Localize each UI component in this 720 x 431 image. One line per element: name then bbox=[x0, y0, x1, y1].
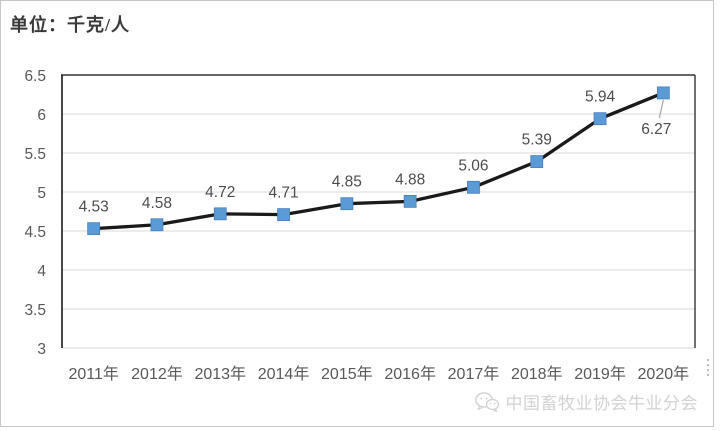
x-tick-label: 2016年 bbox=[384, 365, 436, 383]
data-marker bbox=[467, 180, 480, 194]
data-label: 4.88 bbox=[395, 171, 425, 188]
data-marker bbox=[656, 86, 670, 100]
x-tick-label: 2020年 bbox=[638, 365, 690, 383]
data-marker bbox=[340, 197, 354, 211]
watermark: 中国畜牧业协会牛业分会 bbox=[474, 389, 699, 414]
y-tick-label: 6 bbox=[37, 107, 46, 124]
x-tick-label: 2014年 bbox=[258, 365, 310, 383]
data-marker bbox=[403, 194, 417, 208]
x-tick-label: 2013年 bbox=[194, 365, 246, 383]
label-leader-line bbox=[658, 99, 664, 119]
x-tick-label: 2015年 bbox=[321, 365, 373, 383]
data-marker bbox=[87, 222, 101, 236]
unit-label: 单位：千克/人 bbox=[10, 15, 131, 35]
y-tick-label: 6.5 bbox=[24, 68, 46, 85]
x-tick-label: 2012年 bbox=[131, 365, 183, 383]
data-label: 4.85 bbox=[332, 174, 362, 191]
data-label: 5.39 bbox=[522, 132, 552, 149]
data-marker bbox=[277, 208, 290, 222]
x-tick-label: 2017年 bbox=[448, 365, 500, 383]
x-tick-label: 2019年 bbox=[574, 365, 626, 383]
data-marker bbox=[150, 218, 164, 232]
y-tick-label: 5.5 bbox=[24, 146, 46, 163]
data-marker bbox=[593, 112, 607, 126]
x-tick-label: 2018年 bbox=[511, 365, 563, 383]
y-tick-label: 3.5 bbox=[24, 302, 46, 319]
y-tick-label: 5 bbox=[37, 185, 46, 202]
data-label: 4.58 bbox=[142, 195, 172, 212]
y-tick-label: 4.5 bbox=[24, 224, 46, 241]
data-marker bbox=[530, 155, 544, 168]
data-label: 4.71 bbox=[268, 185, 298, 202]
data-label: 6.27 bbox=[641, 121, 671, 138]
wechat-icon bbox=[474, 391, 500, 413]
data-line bbox=[92, 91, 665, 231]
x-tick-label: 2011年 bbox=[68, 365, 118, 383]
y-tick-label: 4 bbox=[37, 263, 46, 280]
data-marker bbox=[213, 207, 227, 221]
right-edge-artifact bbox=[707, 359, 709, 377]
y-tick-label: 3 bbox=[37, 341, 46, 358]
watermark-text: 中国畜牧业协会牛业分会 bbox=[505, 394, 698, 413]
data-label: 5.06 bbox=[458, 157, 488, 174]
data-label: 4.53 bbox=[79, 199, 109, 216]
data-label: 4.72 bbox=[205, 184, 235, 201]
data-label: 5.94 bbox=[585, 89, 616, 106]
